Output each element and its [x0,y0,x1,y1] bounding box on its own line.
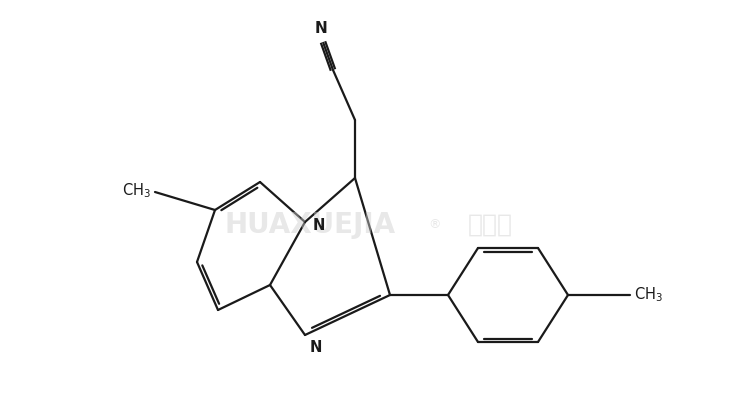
Text: CH$_3$: CH$_3$ [634,286,663,304]
Text: ®: ® [429,218,442,231]
Text: N: N [314,21,327,36]
Text: 化学加: 化学加 [468,213,512,237]
Text: HUAXUEJIA: HUAXUEJIA [224,211,395,239]
Text: CH$_3$: CH$_3$ [122,182,151,200]
Text: N: N [310,340,322,355]
Text: N: N [313,218,325,233]
